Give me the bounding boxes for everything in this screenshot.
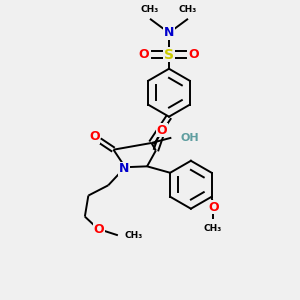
Text: CH₃: CH₃ xyxy=(179,4,197,14)
Text: CH₃: CH₃ xyxy=(141,4,159,14)
Text: CH₃: CH₃ xyxy=(124,231,142,240)
Text: O: O xyxy=(209,201,219,214)
Text: S: S xyxy=(164,48,174,62)
Text: O: O xyxy=(156,124,167,136)
Text: N: N xyxy=(118,162,129,175)
Text: CH₃: CH₃ xyxy=(204,224,222,233)
Text: O: O xyxy=(189,48,200,61)
Text: OH: OH xyxy=(180,133,199,143)
Text: O: O xyxy=(94,223,104,236)
Text: O: O xyxy=(139,48,149,61)
Text: N: N xyxy=(164,26,174,39)
Text: O: O xyxy=(89,130,100,143)
